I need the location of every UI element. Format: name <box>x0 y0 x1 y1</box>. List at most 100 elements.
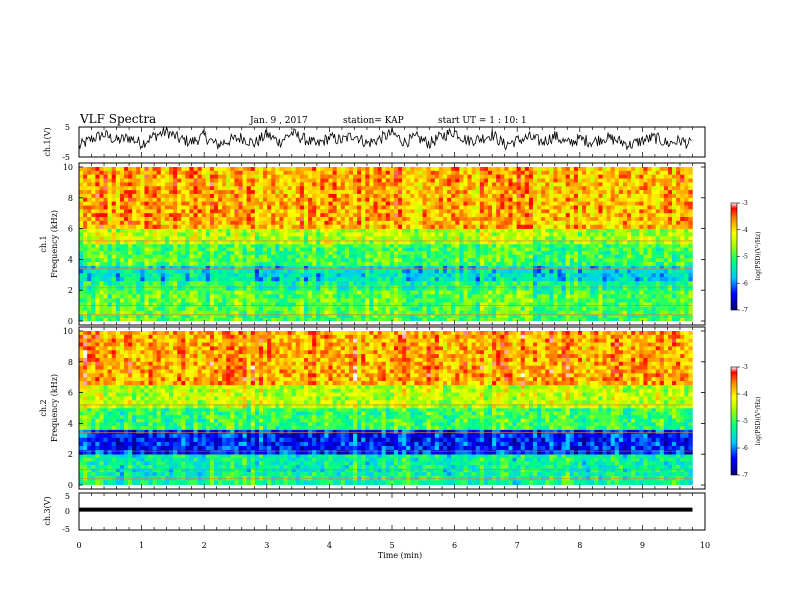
spectrogram-cell <box>651 240 656 245</box>
spectrogram-cell <box>164 254 170 259</box>
spectrogram-cell <box>447 186 452 191</box>
spectrogram-cell <box>561 254 566 259</box>
spectrogram-cell <box>426 167 432 172</box>
spectrogram-cell <box>164 247 170 252</box>
spectrogram-cell <box>209 285 215 291</box>
spectrogram-cell <box>496 240 501 245</box>
spectrogram-cell <box>504 290 509 295</box>
spectrogram-cell <box>222 197 227 202</box>
spectrogram-cell <box>467 170 472 175</box>
spectrogram-cell <box>258 167 264 172</box>
spectrogram-cell <box>569 302 575 307</box>
spectrogram-cell <box>148 290 153 295</box>
spectrogram-cell <box>263 244 268 248</box>
spectrogram-cell <box>590 290 595 295</box>
spectrogram-cell <box>189 254 194 259</box>
spectrogram-cell <box>447 277 452 282</box>
spectrogram-cell <box>553 170 558 175</box>
spectrogram-cell <box>508 273 513 278</box>
spectrogram-cell <box>537 277 542 282</box>
spectrogram-cell <box>254 306 260 312</box>
spectrogram-cell <box>663 273 669 278</box>
spectrogram-cell <box>242 247 247 252</box>
spectrogram-cell <box>324 240 329 245</box>
spectrogram-cell <box>148 277 153 282</box>
spectrogram-cell <box>103 294 108 299</box>
spectrogram-cell <box>561 258 566 263</box>
spectrogram-cell <box>189 228 194 233</box>
spectrogram-cell <box>667 240 673 245</box>
spectrogram-cell <box>635 258 640 263</box>
spectrogram-cell <box>295 244 301 248</box>
spectrogram-cell <box>414 273 419 278</box>
spectrogram-cell <box>492 254 497 259</box>
spectrogram-cell <box>144 236 149 241</box>
spectrogram-cell <box>663 182 669 187</box>
spectrogram-cell <box>569 178 575 183</box>
spectrogram-cell <box>688 247 693 252</box>
spectrogram-cell <box>520 294 526 299</box>
spectrogram-cell <box>610 258 616 263</box>
spectrogram-cell <box>471 228 477 233</box>
spectrogram-cell <box>443 232 448 237</box>
spectrogram-cell <box>414 258 419 263</box>
spectrogram-cell <box>549 280 554 286</box>
spectrogram-cell <box>532 317 538 321</box>
spectrogram-cell <box>512 273 517 278</box>
spectrogram-cell <box>103 258 108 263</box>
spectrogram-cell <box>508 285 513 291</box>
spectrogram-cell <box>132 269 137 274</box>
spectrogram-cell <box>414 294 419 299</box>
spectrogram-cell <box>663 236 669 241</box>
spectrogram-cell <box>287 193 292 199</box>
spectrogram-cell <box>291 167 297 172</box>
spectrogram-cell <box>357 197 362 202</box>
spectrogram-cell <box>291 317 297 321</box>
spectrogram-cell <box>688 174 693 179</box>
spectrogram-cell <box>140 269 145 274</box>
spectrogram-cell <box>218 186 223 191</box>
spectrogram-cell <box>602 285 607 291</box>
spectrogram-cell <box>197 269 202 274</box>
spectrogram-cell <box>651 258 656 263</box>
spectrogram-cell <box>291 197 297 202</box>
spectrogram-cell <box>496 265 501 270</box>
spectrogram-cell <box>381 174 387 179</box>
spectrogram-cell <box>181 193 186 199</box>
spectrogram-cell <box>577 232 583 237</box>
spectrogram-cell <box>148 170 153 175</box>
spectrogram-cell <box>312 269 317 274</box>
spectrogram-cell <box>213 244 219 248</box>
spectrogram-cell <box>492 247 497 252</box>
spectrogram-cell <box>463 182 468 187</box>
spectrogram-cell <box>303 290 309 295</box>
spectrogram-cell <box>258 306 264 312</box>
spectrogram-cell <box>357 306 362 312</box>
spectrogram-cell <box>557 193 562 199</box>
spectrogram-cell <box>610 298 616 303</box>
spectrogram-cell <box>524 314 530 319</box>
spectrogram-cell <box>639 236 644 241</box>
spectrogram-cell <box>222 244 227 248</box>
spectrogram-cell <box>684 273 689 278</box>
spectrogram-cell <box>279 285 284 291</box>
spectrogram-cell <box>659 228 665 233</box>
spectrogram-cell <box>348 193 354 199</box>
spectrogram-cell <box>250 317 256 321</box>
spectrogram-cell <box>91 240 96 245</box>
spectrogram-cell <box>156 280 162 286</box>
spectrogram-cell <box>99 273 104 278</box>
spectrogram-cell <box>447 306 452 312</box>
spectrogram-cell <box>156 193 162 199</box>
spectrogram-cell <box>91 302 96 307</box>
spectrogram-cell <box>185 174 190 179</box>
spectrogram-cell <box>602 244 607 248</box>
spectrogram-cell <box>107 265 113 270</box>
spectrogram-cell <box>299 254 305 259</box>
spectrogram-cell <box>573 190 579 195</box>
spectrogram-cell <box>271 277 276 282</box>
spectrogram-cell <box>357 236 362 241</box>
spectrogram-cell <box>520 182 526 187</box>
spectrogram-cell <box>647 269 652 274</box>
spectrogram-cell <box>250 190 256 195</box>
